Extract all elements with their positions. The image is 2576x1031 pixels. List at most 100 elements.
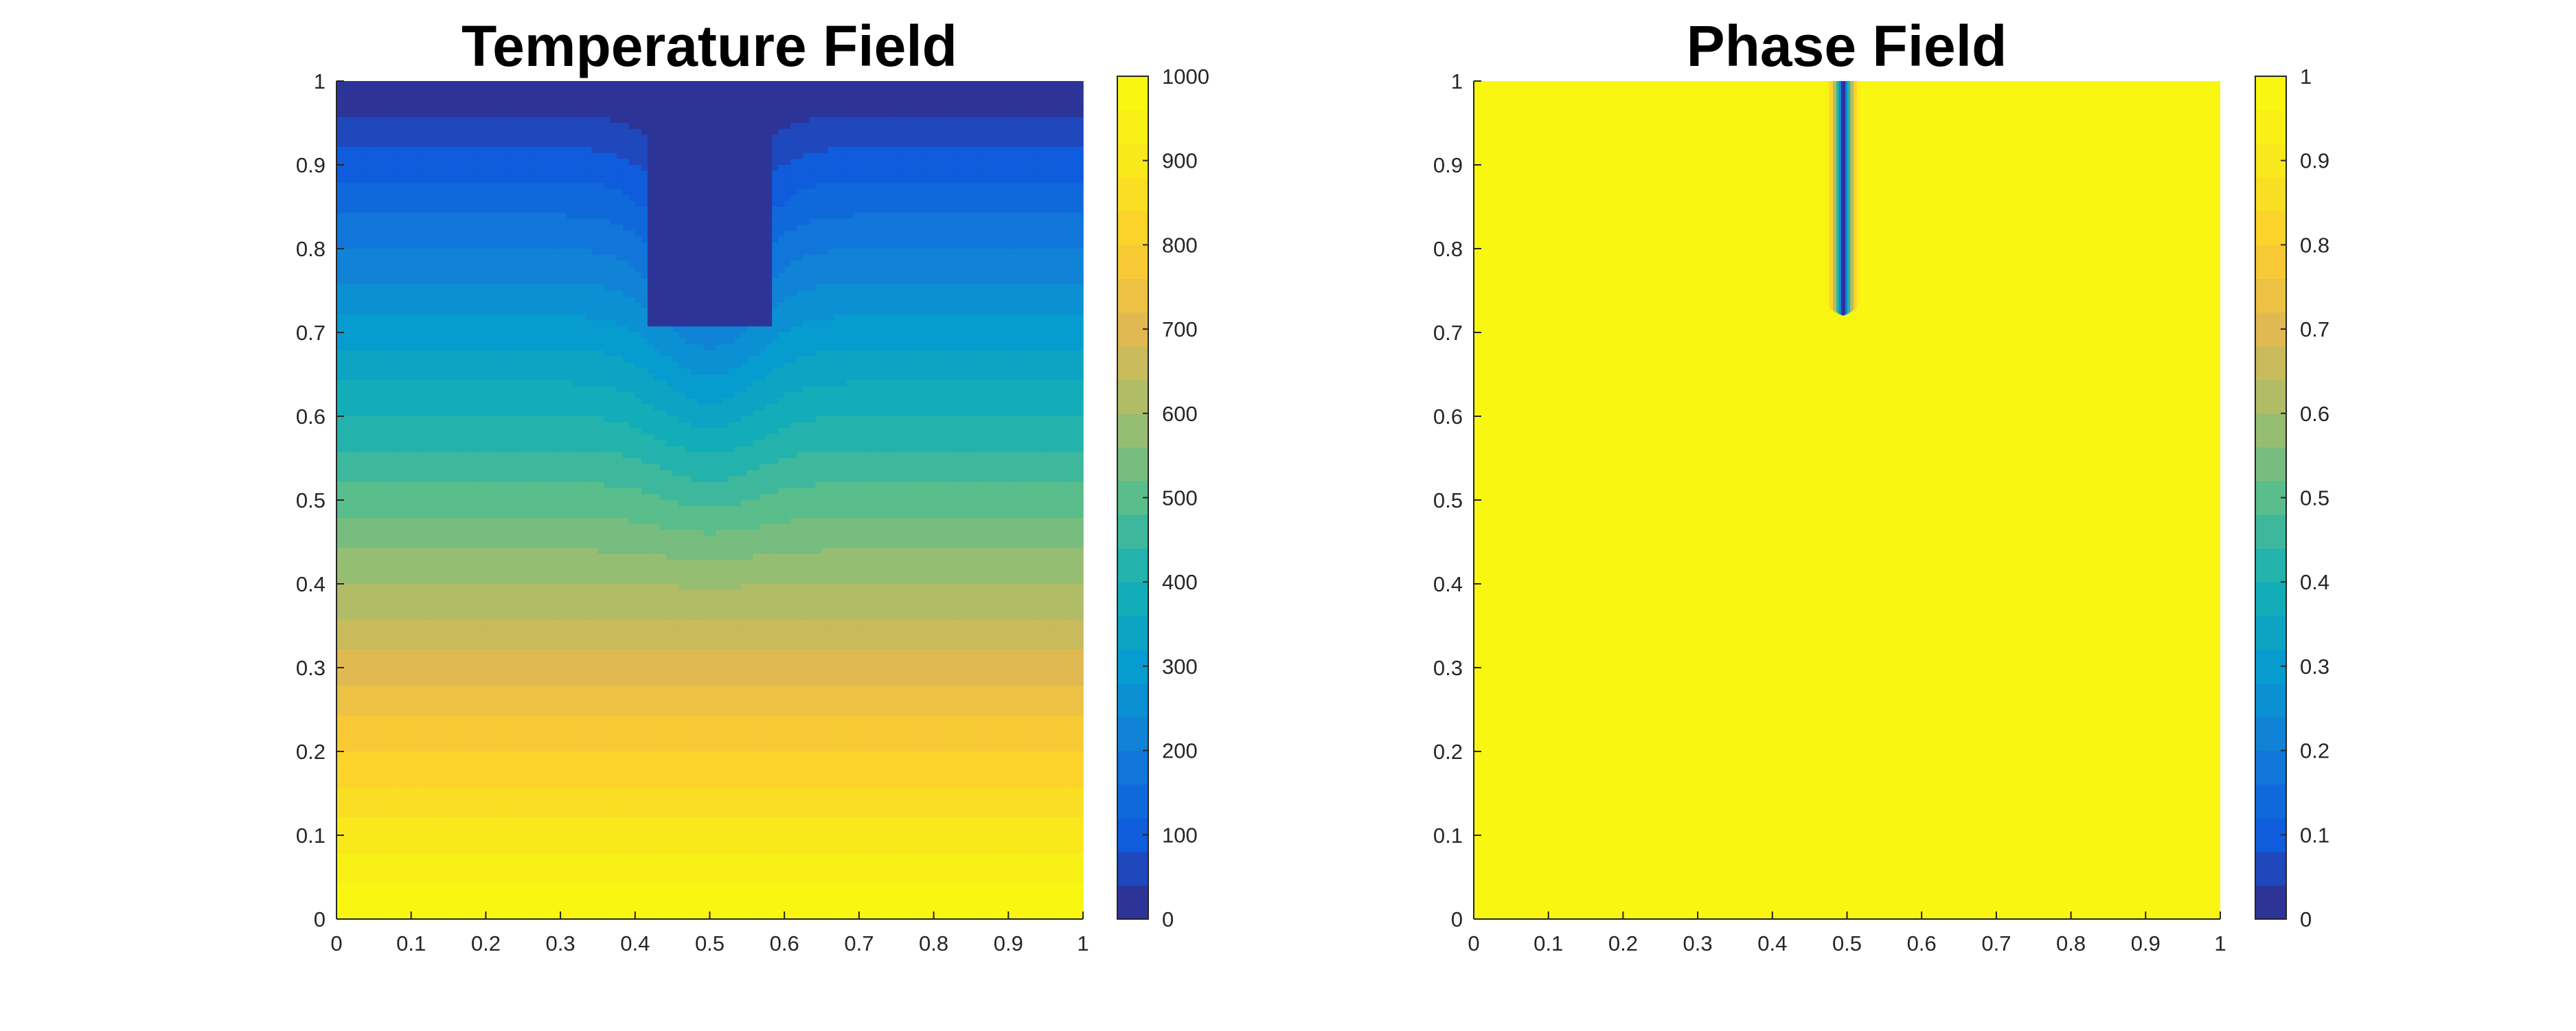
temperature-contour-cell xyxy=(939,152,947,160)
temperature-contour-cell xyxy=(858,212,866,220)
temperature-contour-cell xyxy=(1039,218,1047,225)
temperature-contour-cell xyxy=(821,291,829,297)
temperature-contour-cell xyxy=(380,87,387,94)
temperature-contour-cell xyxy=(442,201,449,207)
temperature-contour-cell xyxy=(585,141,593,148)
temperature-contour-cell xyxy=(884,81,891,88)
temperature-contour-cell xyxy=(703,111,711,118)
temperature-contour-cell xyxy=(504,117,512,124)
temperature-contour-cell xyxy=(896,188,904,196)
temperature-contour-cell xyxy=(778,278,785,286)
temperature-contour-cell xyxy=(380,284,387,291)
temperature-contour-cell xyxy=(380,123,387,130)
temperature-contour-cell xyxy=(871,123,878,130)
temperature-contour-cell xyxy=(355,128,363,136)
temperature-contour-cell xyxy=(597,260,605,267)
temperature-contour-cell xyxy=(728,267,736,273)
temperature-contour-cell xyxy=(1008,254,1016,262)
temperature-contour-cell xyxy=(803,242,810,249)
temperature-contour-cell xyxy=(361,152,369,160)
temperature-contour-cell xyxy=(685,326,692,333)
temperature-contour-cell xyxy=(939,165,947,172)
temperature-contour-cell xyxy=(797,81,804,88)
temperature-contour-cell xyxy=(355,93,363,100)
temperature-contour-cell xyxy=(778,320,785,328)
temperature-contour-cell xyxy=(628,296,636,304)
temperature-contour-cell xyxy=(734,183,742,190)
temperature-contour-cell xyxy=(529,123,536,130)
temperature-contour-cell xyxy=(1002,170,1010,178)
temperature-contour-cell xyxy=(417,225,424,231)
temperature-contour-cell xyxy=(970,225,978,231)
temperature-contour-cell xyxy=(597,314,605,321)
temperature-contour-cell xyxy=(852,99,860,106)
temperature-contour-cell xyxy=(803,236,810,244)
temperature-contour-cell xyxy=(946,165,953,172)
temperature-contour-cell xyxy=(685,146,692,154)
temperature-contour-cell xyxy=(865,296,872,304)
temperature-contour-cell xyxy=(641,135,648,141)
temperature-contour-cell xyxy=(753,249,760,256)
temperature-contour-cell xyxy=(653,225,661,231)
temperature-contour-cell xyxy=(554,225,561,231)
temperature-contour-cell xyxy=(927,141,935,148)
temperature-contour-cell xyxy=(722,249,729,256)
temperature-contour-cell xyxy=(1076,81,1084,88)
temperature-contour-cell xyxy=(834,135,841,141)
temperature-contour-cell xyxy=(343,104,350,112)
temperature-contour-cell xyxy=(560,188,567,196)
temperature-contour-cell xyxy=(772,242,779,249)
temperature-contour-cell xyxy=(591,194,599,202)
temperature-contour-cell xyxy=(740,135,748,141)
temperature-contour-cell xyxy=(473,194,481,202)
temperature-contour-cell xyxy=(871,254,878,262)
temperature-contour-cell xyxy=(964,194,972,202)
temperature-contour-cell xyxy=(890,272,898,280)
temperature-contour-cell xyxy=(734,141,742,148)
temperature-contour-cell xyxy=(337,201,343,207)
temperature-contour-cell xyxy=(1070,135,1078,141)
temperature-contour-cell xyxy=(666,249,673,256)
temperature-contour-cell xyxy=(398,159,406,166)
temperature-contour-cell xyxy=(604,267,611,273)
temperature-contour-cell xyxy=(535,146,543,154)
temperature-contour-cell xyxy=(1070,111,1078,118)
temperature-contour-cell xyxy=(435,272,443,280)
temperature-contour-cell xyxy=(660,146,667,154)
temperature-contour-cell xyxy=(1033,284,1040,291)
temperature-contour-cell xyxy=(367,320,375,328)
temperature-contour-cell xyxy=(746,212,754,220)
temperature-contour-cell xyxy=(411,93,418,100)
temperature-contour-cell xyxy=(349,201,356,207)
temperature-contour-cell xyxy=(1002,165,1010,172)
temperature-contour-cell xyxy=(1002,111,1010,118)
temperature-contour-cell xyxy=(628,218,636,225)
temperature-contour-cell xyxy=(1014,123,1022,130)
temperature-contour-cell xyxy=(878,188,885,196)
temperature-contour-cell xyxy=(392,326,400,333)
temperature-contour-cell xyxy=(1027,225,1034,231)
temperature-contour-cell xyxy=(952,146,959,154)
temperature-contour-cell xyxy=(604,291,611,297)
temperature-contour-cell xyxy=(411,128,418,136)
temperature-contour-cell xyxy=(697,183,705,190)
temperature-contour-cell xyxy=(567,93,574,100)
temperature-contour-cell xyxy=(628,272,636,280)
temperature-contour-cell xyxy=(473,117,481,124)
temperature-contour-cell xyxy=(1045,99,1053,106)
temperature-contour-cell xyxy=(784,128,792,136)
temperature-contour-cell xyxy=(772,320,779,328)
temperature-contour-cell xyxy=(996,272,1003,280)
temperature-contour-cell xyxy=(716,99,723,106)
temperature-contour-cell xyxy=(1045,81,1053,88)
temperature-contour-cell xyxy=(691,87,698,94)
temperature-contour-cell xyxy=(784,302,792,309)
temperature-contour-cell xyxy=(902,254,910,262)
temperature-contour-cell xyxy=(746,159,754,166)
temperature-contour-cell xyxy=(666,87,673,94)
temperature-contour-cell xyxy=(448,104,455,112)
temperature-contour-cell xyxy=(486,87,493,94)
temperature-contour-cell xyxy=(753,87,760,94)
temperature-contour-cell xyxy=(486,188,493,196)
temperature-contour-cell xyxy=(498,81,505,88)
